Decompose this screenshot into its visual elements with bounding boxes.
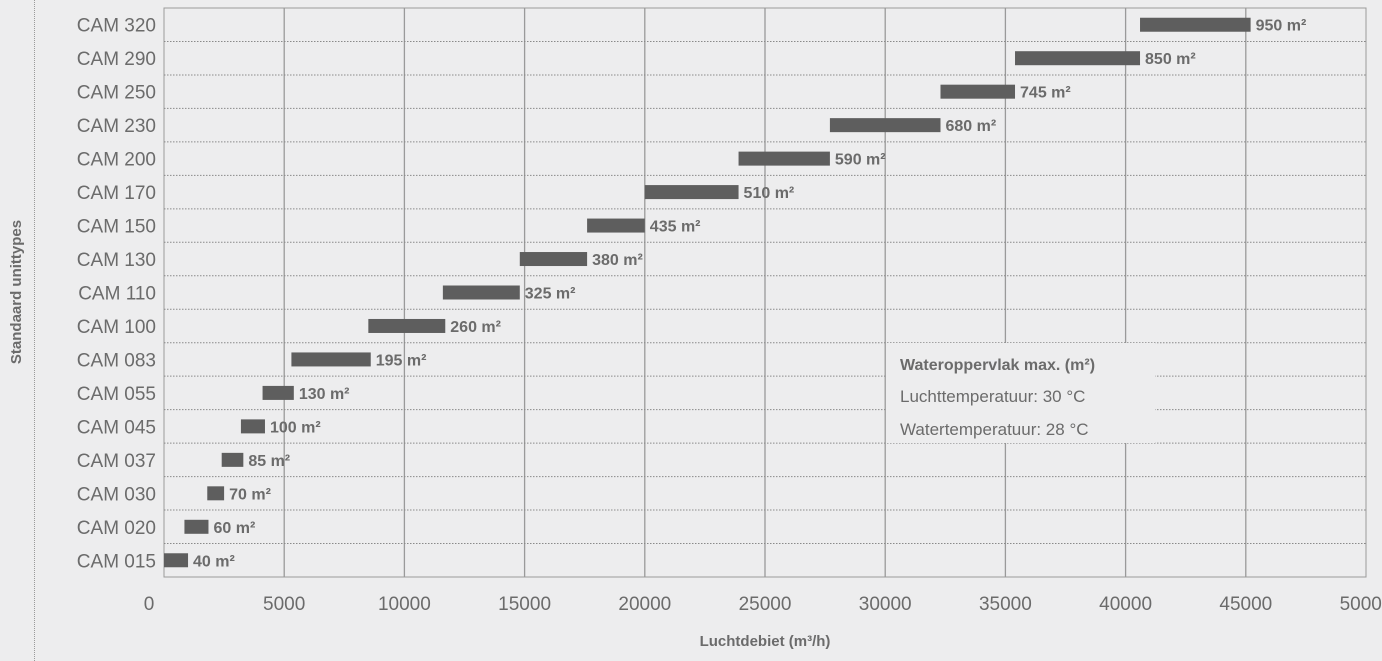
x-tick-label: 25000 [739, 594, 792, 615]
x-tick-label: 35000 [979, 594, 1032, 615]
category-label: CAM 290 [77, 49, 156, 70]
legend-line: Watertemperatuur: 28 °C [900, 420, 1089, 439]
bar-value-label: 745 m² [1020, 85, 1071, 102]
bar-value-label: 195 m² [376, 352, 427, 369]
bar [587, 218, 645, 233]
bar [368, 318, 446, 333]
bar-value-label: 70 m² [229, 486, 271, 503]
category-label: CAM 250 [77, 83, 156, 104]
bar [442, 285, 520, 300]
y-axis-label: Standaard unittypes [8, 220, 25, 364]
category-labels: CAM 015 CAM 020 CAM 030 CAM 037 CAM 045 CAM 0… [77, 16, 156, 573]
bar [940, 84, 1016, 99]
bar-value-label: 950 m² [1256, 18, 1307, 35]
bar [164, 553, 189, 568]
category-label: CAM 100 [77, 317, 156, 338]
y-axis-side-strip [0, 0, 35, 661]
bar-value-label: 590 m² [835, 152, 886, 169]
category-label: CAM 110 [78, 284, 156, 305]
category-label: CAM 320 [77, 16, 156, 37]
bar-value-label: 850 m² [1145, 51, 1196, 68]
category-label: CAM 083 [77, 350, 156, 371]
x-axis-label: Luchtdebiet (m³/h) [700, 633, 831, 650]
x-tick-label: 40000 [1099, 594, 1152, 615]
bar [184, 519, 209, 534]
category-label: CAM 170 [77, 183, 156, 204]
category-label: CAM 230 [77, 116, 156, 137]
bar-value-label: 40 m² [193, 553, 235, 570]
bar [829, 118, 941, 133]
bar-value-label: 60 m² [213, 520, 255, 537]
x-tick-label: 5000 [263, 594, 305, 615]
bar-value-label: 435 m² [650, 219, 701, 236]
bar-value-label: 260 m² [450, 319, 501, 336]
bar [1015, 51, 1141, 66]
bar [207, 486, 225, 501]
category-label: CAM 150 [77, 217, 156, 238]
grid [164, 8, 1366, 577]
category-label: CAM 200 [77, 150, 156, 171]
legend: Wateroppervlak max. (m²) Luchttemperatuur… [887, 343, 1155, 443]
bar [240, 419, 265, 434]
bar [221, 452, 244, 467]
category-label: CAM 020 [77, 518, 156, 539]
x-tick-label: 10000 [378, 594, 431, 615]
bar [1140, 17, 1251, 32]
bars: 40 m² 60 m² 70 m² 85 m² 100 m² 130 m² 195 m² 26… [164, 17, 1307, 570]
category-label: CAM 037 [77, 451, 156, 472]
bar-value-label: 510 m² [744, 185, 795, 202]
bar [291, 352, 371, 367]
x-tick-label: 20000 [618, 594, 671, 615]
category-label: CAM 130 [77, 250, 156, 271]
x-tick-label: 30000 [859, 594, 912, 615]
legend-line: Luchttemperatuur: 30 °C [900, 387, 1085, 406]
x-tick-label: 45000 [1219, 594, 1272, 615]
legend-title: Wateroppervlak max. (m²) [900, 357, 1095, 374]
category-label: CAM 055 [77, 384, 156, 405]
category-label: CAM 045 [77, 417, 156, 438]
bar [519, 252, 588, 267]
category-label: CAM 030 [77, 484, 156, 505]
bar-value-label: 100 m² [270, 419, 321, 436]
bar-value-label: 680 m² [945, 118, 996, 135]
category-label: CAM 015 [77, 551, 156, 572]
bar [738, 151, 830, 166]
bar-value-label: 130 m² [299, 386, 350, 403]
bar-value-label: 380 m² [592, 252, 643, 269]
legend-box [887, 343, 1155, 443]
x-tick-label: 0 [144, 594, 155, 615]
bar [644, 185, 739, 200]
x-tick-label: 50000 [1340, 594, 1382, 615]
bar-value-label: 85 m² [248, 453, 290, 470]
bar [262, 385, 294, 400]
bar-value-label: 325 m² [525, 286, 576, 303]
x-tick-labels: 0 5000 10000 15000 20000 25000 30000 35000 40000… [144, 594, 1382, 615]
x-tick-label: 15000 [498, 594, 551, 615]
